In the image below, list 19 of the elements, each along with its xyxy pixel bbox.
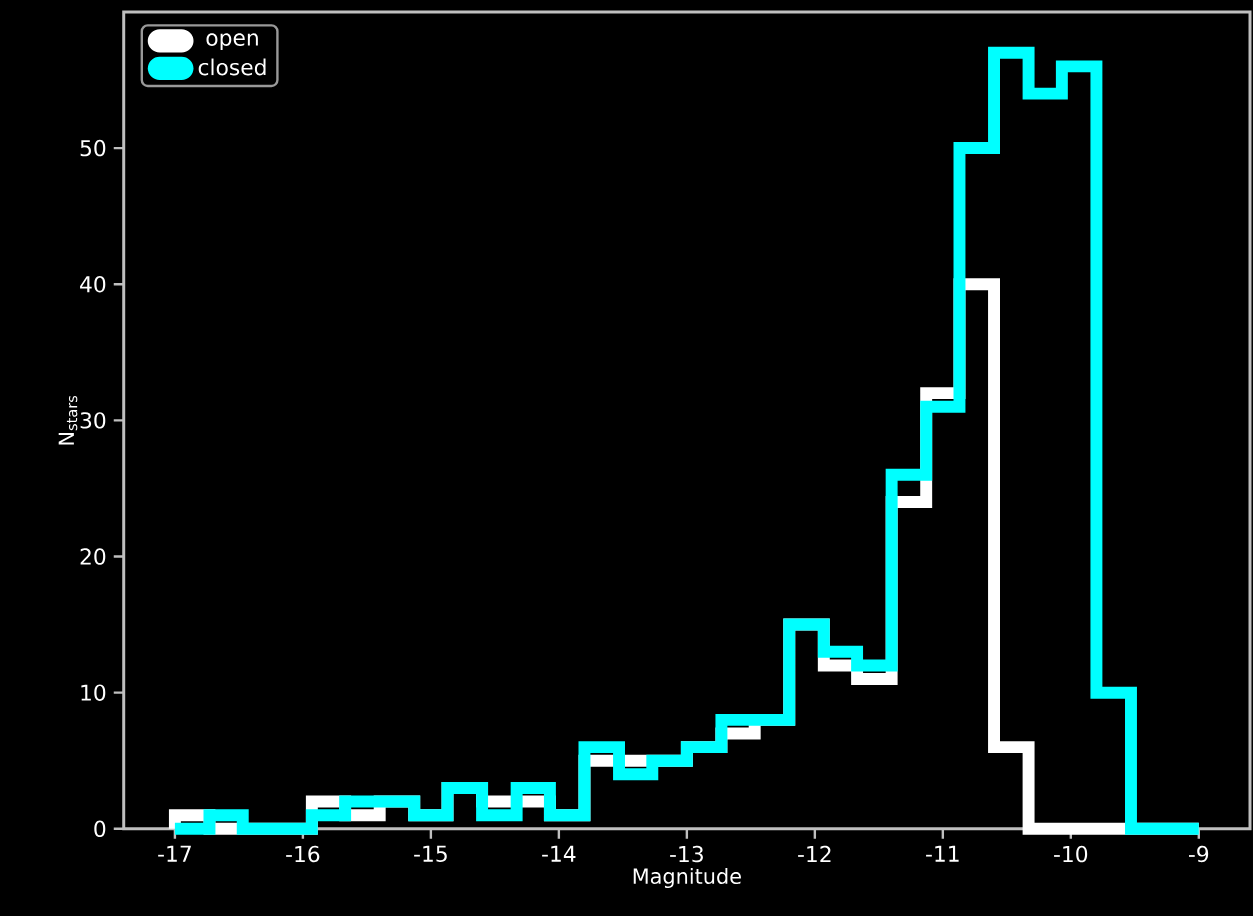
y-tick-label: 30 — [80, 411, 106, 429]
y-tick-label: 40 — [80, 275, 106, 293]
y-tick-label: 20 — [80, 548, 106, 565]
legend-label: closed — [198, 58, 266, 76]
x-tick-label: -16 — [286, 845, 320, 863]
x-tick-label: -11 — [926, 845, 959, 862]
x-tick-label: -17 — [158, 845, 191, 862]
x-tick-label: -9 — [1188, 845, 1209, 863]
y-tick-label: 50 — [80, 139, 106, 157]
x-axis-title: Magnitude — [633, 867, 741, 888]
legend-label: open — [206, 33, 258, 50]
y-axis-title: N$_{stars}$ — [58, 395, 78, 445]
x-tick-label: -15 — [414, 845, 447, 862]
x-tick-label: -12 — [798, 845, 831, 862]
y-tick-label: 10 — [81, 684, 106, 701]
x-tick-label: -10 — [1054, 845, 1088, 863]
x-tick-label: -14 — [542, 845, 576, 862]
y-tick-label: 0 — [94, 820, 106, 837]
x-tick-label: -13 — [670, 845, 703, 863]
